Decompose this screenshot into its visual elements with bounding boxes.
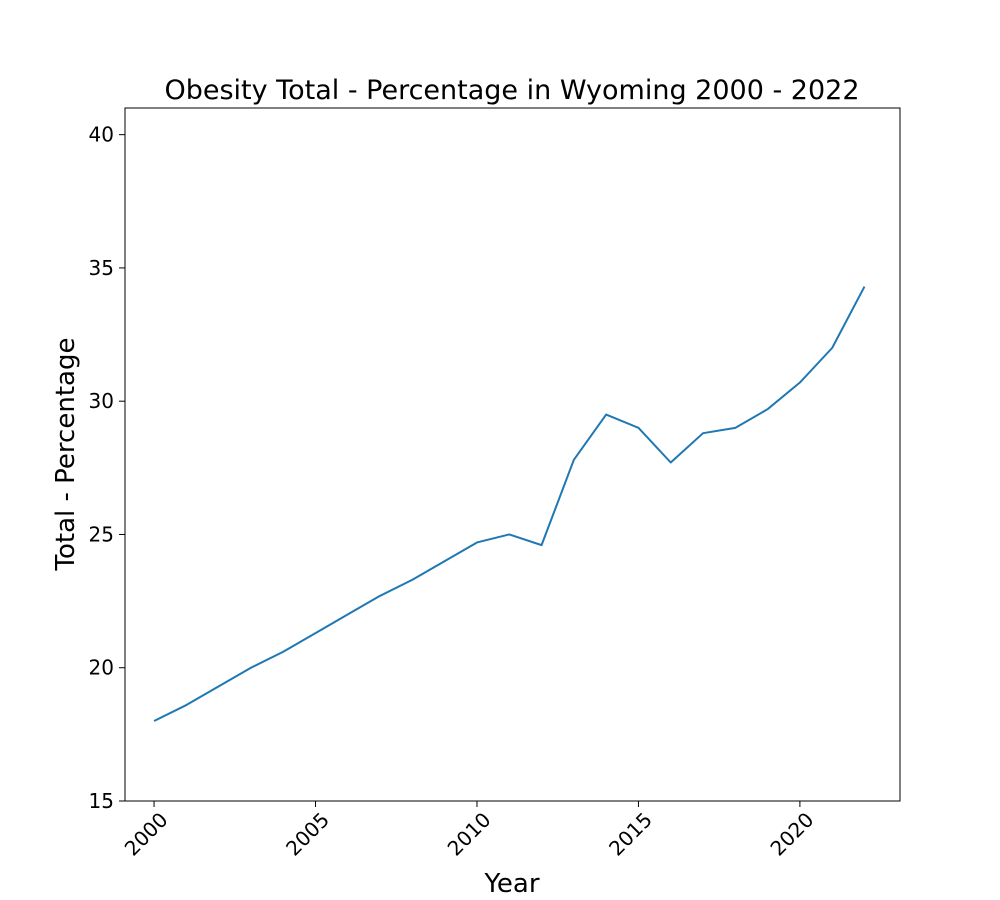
y-tick-label: 30 <box>89 389 114 413</box>
x-tick-label: 2015 <box>604 808 657 861</box>
y-tick-label: 20 <box>89 656 114 680</box>
y-axis-label: Total - Percentage <box>51 338 81 572</box>
y-tick-label: 15 <box>89 789 114 813</box>
y-tick-label: 25 <box>89 522 114 546</box>
x-axis-ticks: 2000 2005 2010 2015 2020 <box>120 801 818 861</box>
chart-title: Obesity Total - Percentage in Wyoming 20… <box>164 75 859 106</box>
plot-frame <box>124 107 901 802</box>
series-line-0 <box>153 286 866 722</box>
x-tick-label: 2020 <box>765 808 818 861</box>
y-tick-label: 35 <box>89 256 114 280</box>
x-tick-label: 2005 <box>281 808 334 861</box>
x-axis-label: Year <box>483 869 539 899</box>
y-axis-ticks: 15 20 25 30 35 40 <box>89 123 125 813</box>
x-tick-label: 2000 <box>120 808 173 861</box>
x-tick-label: 2010 <box>443 808 496 861</box>
y-tick-label: 40 <box>89 123 114 147</box>
plot-area <box>153 286 866 722</box>
